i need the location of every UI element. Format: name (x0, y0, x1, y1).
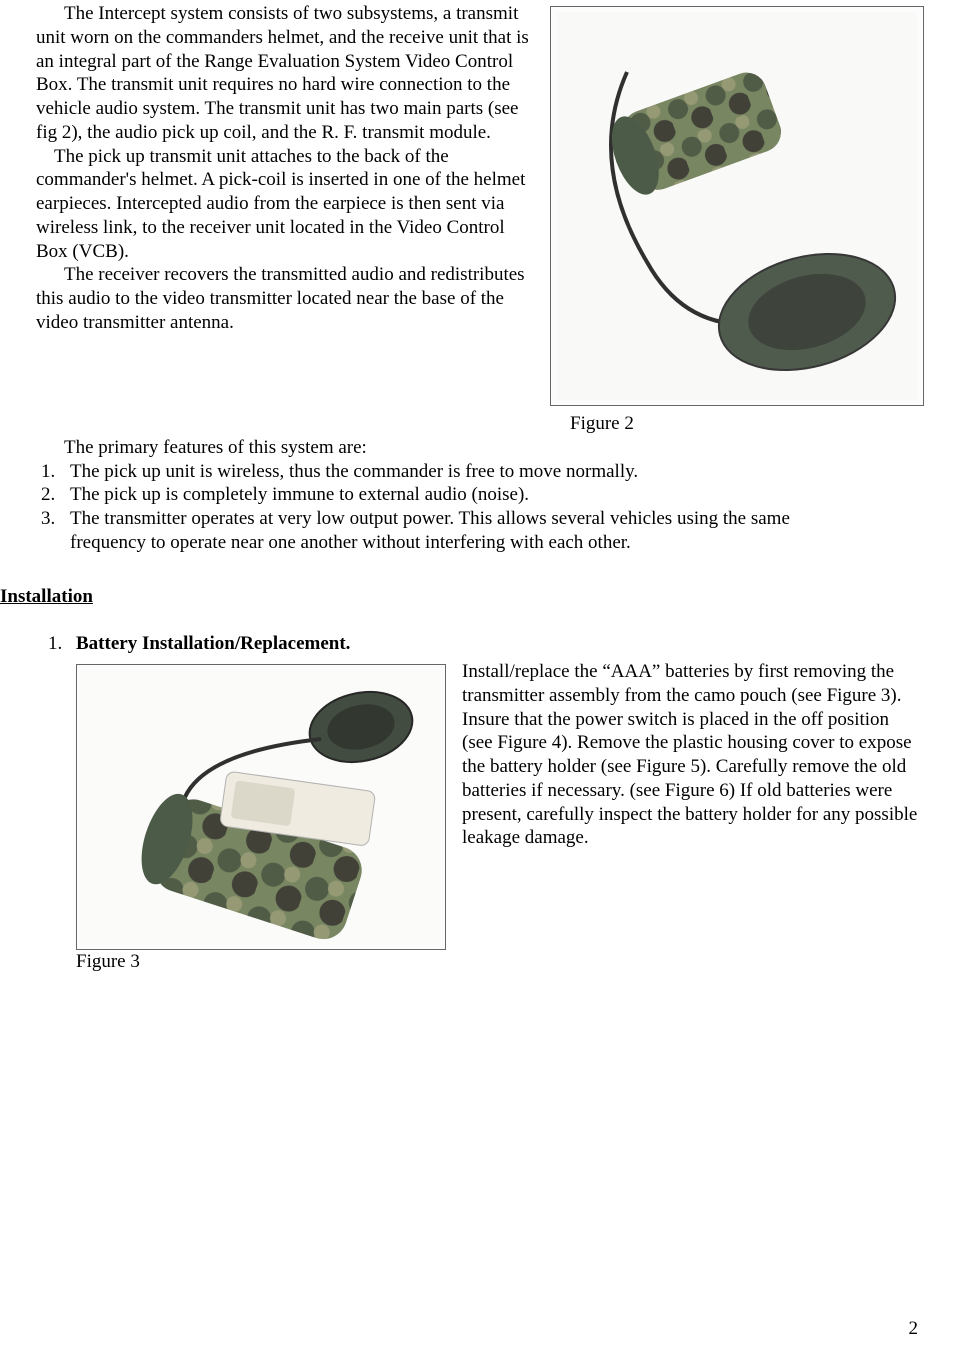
features-intro: The primary features of this system are: (36, 436, 922, 460)
installation-heading: Installation (0, 585, 922, 609)
step-number: 1. (36, 632, 76, 656)
figure-3-block: Figure 3 (76, 664, 444, 974)
figure-3-image (76, 664, 446, 950)
figure-2-svg (557, 12, 917, 400)
features-list: The pick up unit is wireless, thus the c… (36, 460, 832, 555)
figure-3-caption: Figure 3 (76, 950, 444, 974)
figure-2-image (550, 6, 924, 406)
page-number: 2 (909, 1317, 919, 1341)
installation-step-1: 1. Battery Installation/Replacement. (36, 632, 922, 974)
figure-3-svg (81, 669, 441, 945)
feature-item: The pick up is completely immune to exte… (60, 483, 832, 507)
figure-2-block: Figure 2 (550, 6, 922, 436)
figure-2-caption: Figure 2 (550, 412, 922, 436)
feature-item: The pick up unit is wireless, thus the c… (60, 460, 832, 484)
step-title: Battery Installation/Replacement. (76, 633, 350, 654)
feature-item: The transmitter operates at very low out… (60, 507, 832, 555)
